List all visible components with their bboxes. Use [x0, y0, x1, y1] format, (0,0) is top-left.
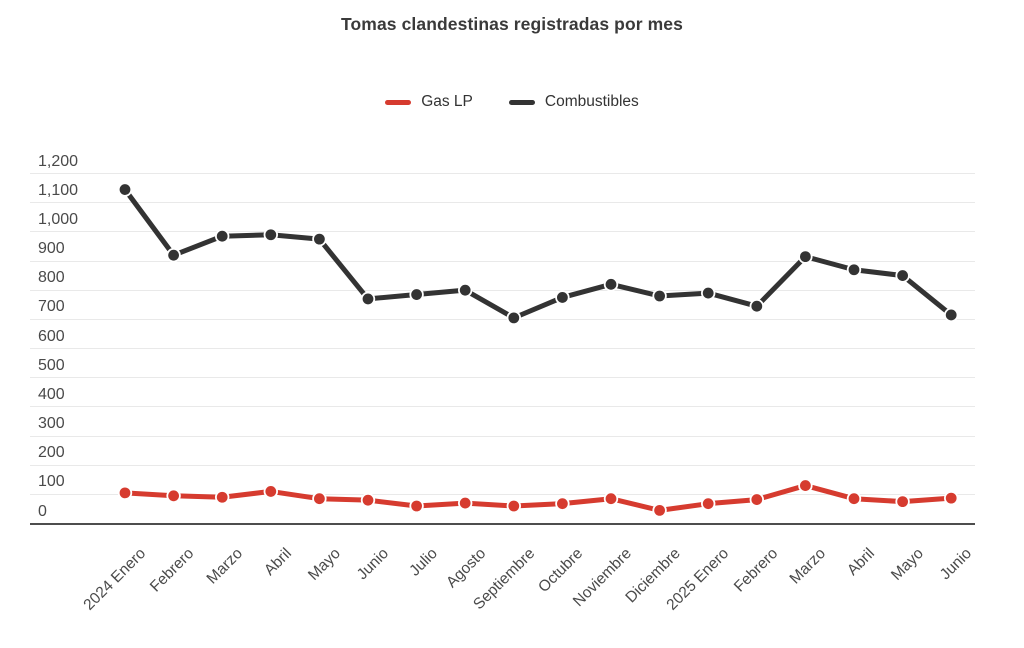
- y-gridline: [30, 289, 975, 291]
- data-point-gas-lp: [458, 495, 473, 511]
- y-gridline: [30, 348, 975, 349]
- y-tick-label: 1,200: [38, 152, 79, 170]
- y-tick-label: 500: [38, 356, 65, 374]
- data-point-combustibles: [312, 231, 327, 247]
- data-point-combustibles: [798, 249, 813, 264]
- data-point-gas-lp: [652, 503, 667, 518]
- y-gridline: [30, 231, 975, 233]
- y-gridline: [30, 173, 975, 174]
- legend-label-combustibles: Combustibles: [544, 93, 639, 110]
- data-point-gas-lp: [895, 494, 910, 509]
- data-point-gas-lp: [214, 490, 230, 505]
- legend-item-gas-lp: Gas LP: [385, 93, 473, 111]
- data-point-combustibles: [701, 285, 716, 301]
- y-tick-label: 300: [38, 415, 65, 432]
- data-point-gas-lp: [506, 498, 522, 514]
- y-tick-label: 400: [38, 385, 65, 403]
- data-point-gas-lp: [166, 488, 181, 503]
- data-point-gas-lp: [749, 492, 765, 507]
- data-point-gas-lp: [944, 490, 959, 506]
- y-gridline: [30, 260, 975, 262]
- data-point-combustibles: [846, 262, 862, 277]
- data-point-combustibles: [360, 291, 376, 307]
- y-tick-label: 800: [38, 269, 65, 287]
- series-line-combustibles: [122, 187, 954, 321]
- data-point-gas-lp: [603, 491, 619, 506]
- y-tick-label: 1,100: [38, 181, 79, 199]
- data-point-combustibles: [166, 247, 181, 263]
- y-tick-label: 200: [38, 444, 65, 462]
- data-point-gas-lp: [846, 491, 862, 506]
- chart-title: Tomas clandestinas registradas por mes: [341, 14, 683, 34]
- y-tick-label: 600: [38, 327, 65, 345]
- data-point-combustibles: [214, 229, 230, 244]
- data-point-combustibles: [506, 310, 522, 326]
- data-point-combustibles: [458, 282, 473, 298]
- data-point-gas-lp: [555, 496, 570, 511]
- legend-item-combustibles: Combustibles: [508, 93, 639, 111]
- legend-swatch-combustibles: [508, 99, 535, 105]
- legend-swatch-gas-lp: [385, 99, 412, 105]
- data-point-gas-lp: [798, 478, 813, 493]
- legend-label-gas-lp: Gas LP: [421, 93, 473, 110]
- data-point-combustibles: [117, 182, 133, 197]
- y-tick-label: 700: [38, 298, 65, 316]
- data-point-combustibles: [603, 277, 619, 292]
- y-tick-label: 1,000: [38, 210, 79, 228]
- legend: Gas LP Combustibles: [0, 92, 1024, 112]
- y-tick-label: 100: [38, 473, 65, 491]
- y-gridline: [30, 318, 975, 320]
- y-tick-label: 900: [38, 240, 65, 257]
- y-gridline: [30, 493, 975, 495]
- y-gridline: [30, 464, 975, 466]
- data-point-combustibles: [409, 287, 424, 302]
- data-point-combustibles: [555, 290, 570, 305]
- data-point-gas-lp: [312, 491, 327, 506]
- data-point-combustibles: [263, 227, 279, 242]
- data-point-combustibles: [944, 307, 959, 323]
- y-tick-label: 0: [38, 502, 47, 520]
- data-point-gas-lp: [263, 484, 279, 499]
- data-point-gas-lp: [409, 498, 424, 514]
- data-point-combustibles: [652, 288, 667, 304]
- data-point-gas-lp: [360, 492, 376, 508]
- data-point-gas-lp: [701, 496, 716, 511]
- y-gridline: [30, 406, 975, 408]
- data-point-combustibles: [895, 268, 910, 283]
- x-axis-baseline: [30, 522, 975, 525]
- y-gridline: [30, 202, 975, 204]
- data-point-combustibles: [749, 299, 765, 314]
- y-gridline: [30, 435, 975, 437]
- data-point-gas-lp: [117, 485, 133, 501]
- y-gridline: [30, 377, 975, 379]
- series-line-gas-lp: [122, 483, 954, 513]
